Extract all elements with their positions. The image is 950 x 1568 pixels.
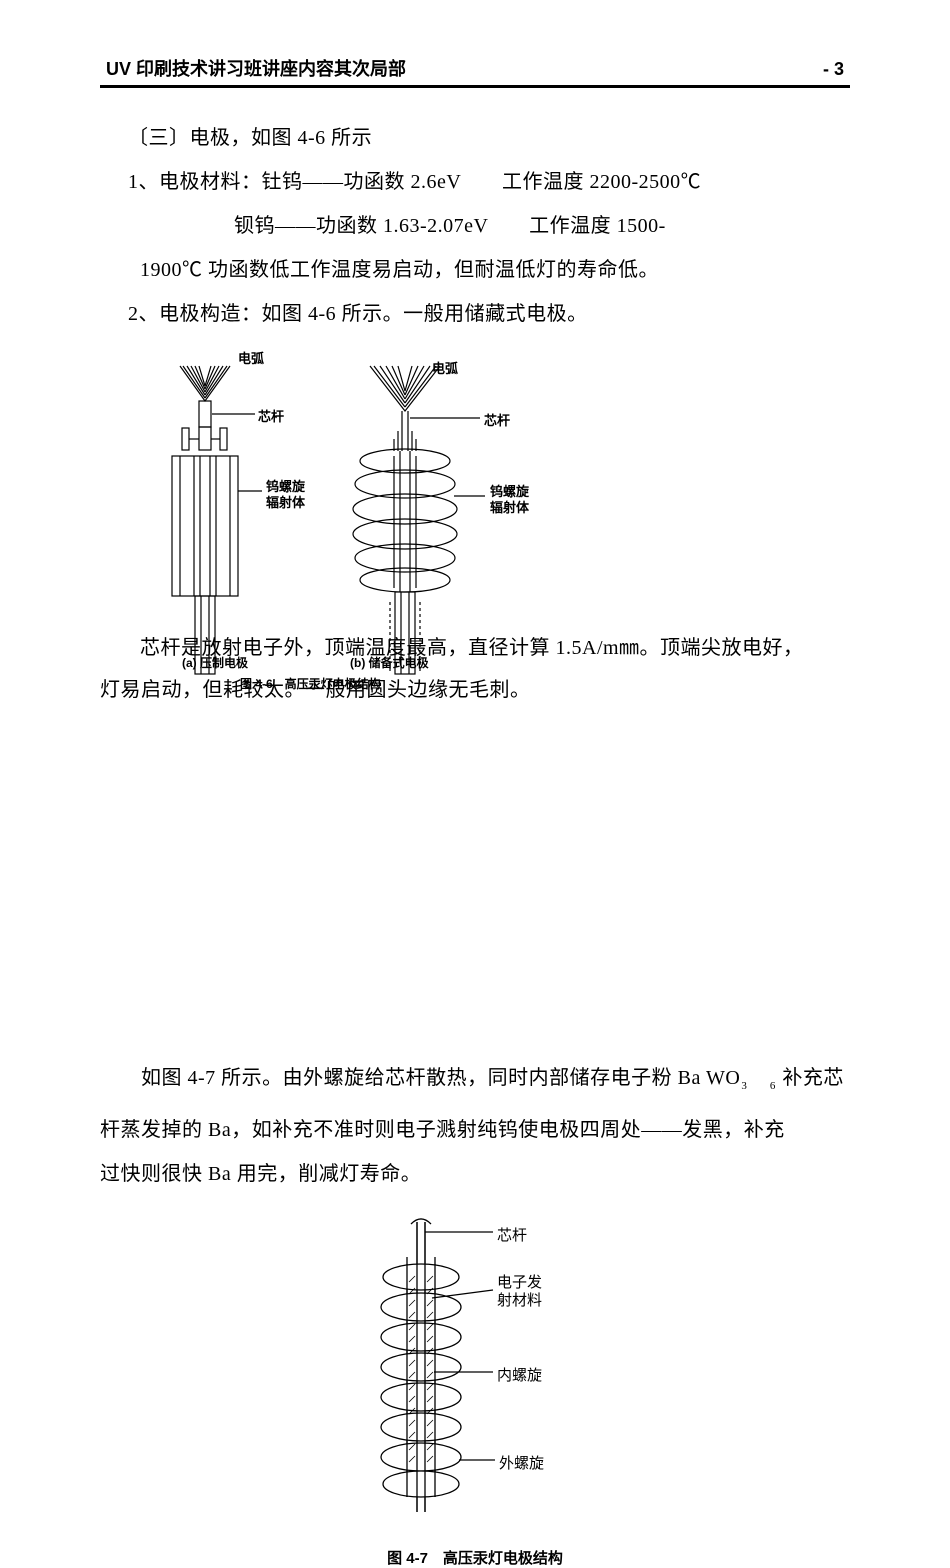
fig1-spiral-left-label: 钨螺旋 辐射体 <box>266 479 305 511</box>
fig1-spiral-left-2: 辐射体 <box>266 495 305 510</box>
para2-a-prefix: 如图 4-7 所示。由外螺旋给芯杆散热，同时内部储存电子粉 Ba WO <box>100 1067 740 1089</box>
item-1-line-b: 钡钨——功函数 1.63-2.07eV 工作温度 1500- <box>100 204 850 248</box>
para2-a-suffix: 补充芯 <box>777 1067 844 1089</box>
item-1-line-c: 1900℃ 功函数低工作温度易启动，但耐温低灯的寿命低。 <box>100 248 850 292</box>
fig1-arc-right-label: 电弧 <box>432 358 458 377</box>
item-2-line: 2、电极构造：如图 4-6 所示。一般用储藏式电极。 <box>100 292 850 336</box>
page-header: UV 印刷技术讲习班讲座内容其次局部 - 3 <box>100 55 850 85</box>
fig2-caption: 图 4-7 高压汞灯电极结构 <box>325 1547 625 1568</box>
para2-line-c: 过快则很快 Ba 用完，削减灯寿命。 <box>100 1152 850 1196</box>
item-1-line-a: 1、电极材料：钍钨——功函数 2.6eV 工作温度 2200-2500℃ <box>100 160 850 204</box>
fig1-spiral-right-label: 钨螺旋 辐射体 <box>490 484 529 516</box>
para2-line-a: 如图 4-7 所示。由外螺旋给芯杆散热，同时内部储存电子粉 Ba WO3 6 补… <box>100 1056 850 1108</box>
section-three-heading: 〔三〕电极，如图 4-6 所示 <box>100 116 850 160</box>
fig1-arc-left-label: 电弧 <box>238 348 264 367</box>
fig2-inner-label: 内螺旋 <box>497 1364 542 1385</box>
figure-4-7: 芯杆 电子发 射材料 内螺旋 外螺旋 图 4-7 高压汞灯电极结构 <box>325 1212 625 1568</box>
fig1-caption-b: (b) 储备式电极 <box>350 654 429 671</box>
fig1-spiral-right-1: 钨螺旋 <box>490 484 529 499</box>
fig1-spiral-left-1: 钨螺旋 <box>266 479 305 494</box>
subscript-3: 3 <box>741 1080 747 1092</box>
fig2-emission-2: 射材料 <box>497 1292 542 1309</box>
subscript-6: 6 <box>770 1080 776 1092</box>
fig1-core-left-label: 芯杆 <box>258 406 284 425</box>
header-page-number: - 3 <box>823 59 844 80</box>
fig2-core-label: 芯杆 <box>497 1224 527 1245</box>
fig1-caption-mid: 图 4-6 高压汞灯电极结构 <box>240 675 381 692</box>
fig1-core-right-label: 芯杆 <box>484 410 510 429</box>
figure-4-6: 电弧 电弧 芯杆 芯杆 钨螺旋 辐射体 钨螺旋 辐射体 <box>150 336 560 676</box>
figure-4-7-wrap: 芯杆 电子发 射材料 内螺旋 外螺旋 图 4-7 高压汞灯电极结构 <box>100 1212 850 1568</box>
fig2-outer-label: 外螺旋 <box>499 1452 544 1473</box>
header-title: UV 印刷技术讲习班讲座内容其次局部 <box>106 55 406 81</box>
fig2-emission-1: 电子发 <box>497 1274 542 1291</box>
figure-4-7-svg <box>325 1212 625 1532</box>
figure-4-6-wrap: 电弧 电弧 芯杆 芯杆 钨螺旋 辐射体 钨螺旋 辐射体 芯杆是放射电子外，顶端温… <box>100 336 850 1056</box>
fig1-spiral-right-2: 辐射体 <box>490 500 529 515</box>
fig2-emission-label: 电子发 射材料 <box>497 1274 542 1310</box>
para2-line-b: 杆蒸发掉的 Ba，如补充不准时则电子溅射纯钨使电极四周处——发黑，补充 <box>100 1108 850 1152</box>
header-rule <box>100 85 850 88</box>
fig1-caption-a: (a) 压制电极 <box>182 654 248 671</box>
